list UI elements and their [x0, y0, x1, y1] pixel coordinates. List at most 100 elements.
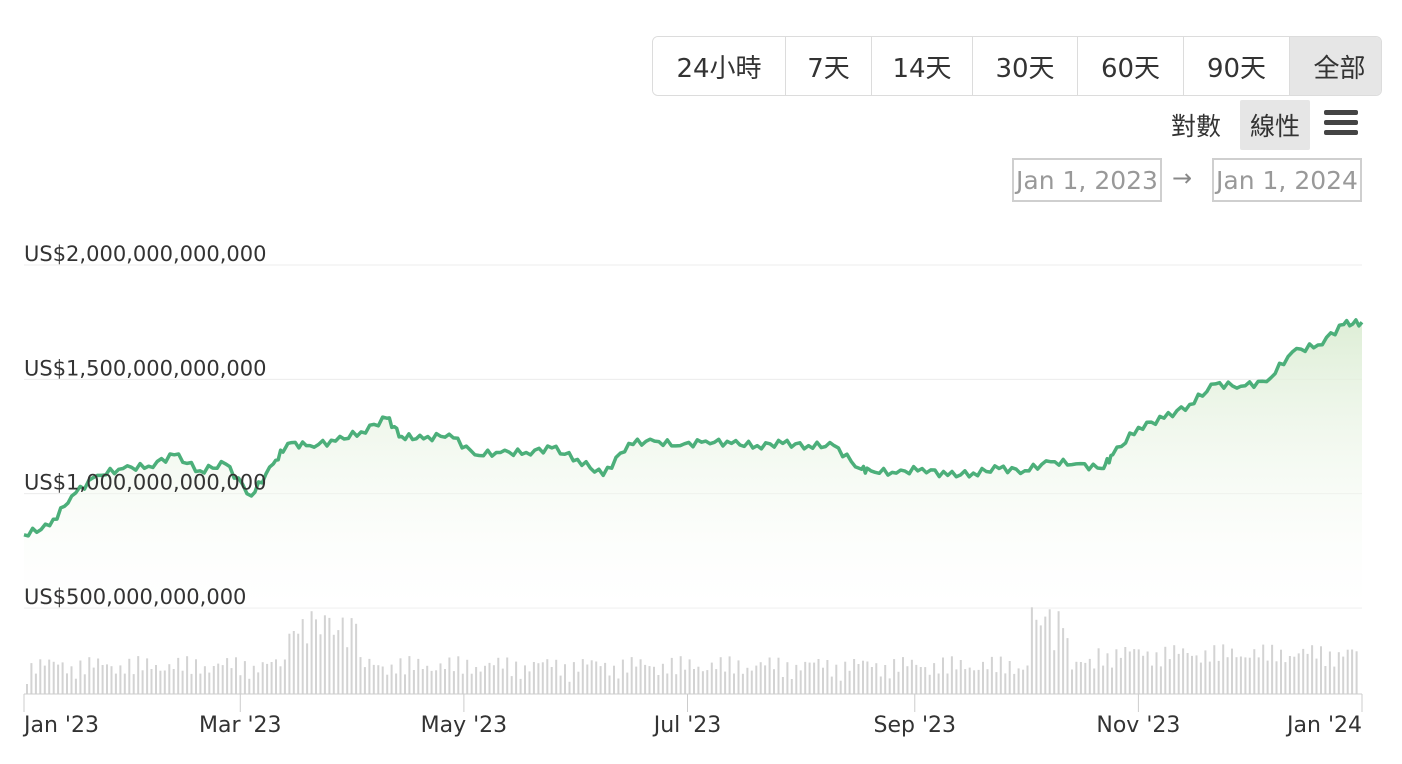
linear-scale-button[interactable]: 線性	[1240, 100, 1310, 150]
volume-bar	[755, 665, 758, 694]
volume-bar	[1057, 611, 1060, 694]
volume-bar	[257, 672, 260, 694]
volume-bar	[1355, 651, 1358, 694]
volume-bar	[368, 658, 371, 694]
volume-bar	[1311, 645, 1314, 694]
volume-bar	[937, 673, 940, 694]
volume-bar	[924, 667, 927, 694]
volume-bar	[915, 664, 918, 694]
volume-bar	[39, 659, 42, 694]
volume-bar	[235, 657, 237, 694]
volume-bar	[657, 675, 660, 694]
volume-bar	[950, 656, 953, 694]
volume-bar	[888, 678, 891, 694]
volume-bar	[1075, 661, 1078, 694]
volume-bar	[430, 670, 433, 694]
volume-bar	[61, 662, 64, 694]
volume-bar	[404, 674, 406, 694]
log-scale-button[interactable]: 對數	[1170, 112, 1221, 141]
volume-bar	[902, 657, 904, 694]
volume-bar	[435, 670, 438, 694]
volume-bar	[1253, 649, 1256, 694]
volume-bar	[97, 658, 100, 694]
volume-bar	[537, 663, 540, 694]
date-to-input[interactable]: Jan 1, 2024	[1212, 158, 1362, 202]
volume-bar	[1048, 609, 1051, 694]
volume-bar	[986, 669, 989, 694]
volume-bar	[492, 665, 495, 694]
volume-bar	[275, 659, 277, 694]
x-axis-label: Jul '23	[652, 713, 722, 738]
volume-bar	[613, 665, 615, 694]
volume-bar	[439, 663, 442, 694]
volume-bar	[724, 671, 727, 694]
volume-bar	[230, 668, 233, 694]
volume-bar	[355, 623, 358, 694]
volume-bar	[586, 664, 589, 694]
volume-bar	[644, 664, 647, 694]
y-axis-label: US$1,000,000,000,000	[24, 471, 266, 495]
volume-bar	[577, 671, 580, 694]
volume-bar	[190, 673, 193, 694]
volume-bar	[48, 659, 51, 694]
date-from-input[interactable]: Jan 1, 2023	[1012, 158, 1162, 202]
volume-bar	[301, 619, 304, 694]
volume-bar	[733, 673, 735, 694]
volume-bar	[83, 674, 86, 694]
x-axis-label: Jan '24	[1285, 713, 1362, 738]
volume-bar	[1044, 616, 1047, 694]
volume-bar	[1231, 648, 1233, 694]
volume-bar	[337, 630, 340, 694]
volume-bar	[26, 684, 28, 694]
hamburger-menu-icon[interactable]	[1322, 108, 1362, 138]
range-button-3[interactable]: 30天	[973, 37, 1078, 95]
volume-bar	[1315, 658, 1318, 694]
volume-bar	[1053, 650, 1056, 694]
volume-bar	[1293, 656, 1296, 694]
volume-bar	[1186, 653, 1189, 694]
volume-bar	[595, 661, 598, 694]
range-button-0[interactable]: 24小時	[653, 37, 786, 95]
volume-bar	[141, 670, 144, 694]
volume-bar	[893, 659, 896, 694]
volume-bar	[57, 664, 60, 694]
volume-bar	[777, 657, 780, 694]
volume-bar	[568, 681, 571, 694]
volume-bar	[1013, 673, 1016, 694]
volume-bar	[488, 662, 491, 694]
volume-bar	[1137, 649, 1140, 694]
volume-bar	[639, 659, 642, 694]
range-button-2[interactable]: 14天	[872, 37, 973, 95]
volume-bar	[1182, 648, 1185, 694]
volume-bar	[817, 659, 820, 694]
volume-bar	[977, 669, 980, 694]
volume-bar	[826, 660, 829, 694]
volume-bar	[128, 658, 131, 694]
volume-bar	[999, 656, 1002, 694]
volume-bar	[706, 670, 709, 694]
volume-bar	[66, 673, 68, 694]
volume-bar	[808, 662, 811, 694]
volume-bar	[1177, 653, 1180, 694]
volume-bar	[1248, 657, 1251, 694]
volume-bar	[146, 658, 149, 694]
range-button-1[interactable]: 7天	[786, 37, 872, 95]
volume-bar	[279, 666, 282, 694]
volume-bar	[168, 664, 171, 694]
volume-bar	[114, 673, 117, 694]
volume-bar	[252, 665, 255, 694]
volume-bar	[1288, 656, 1291, 694]
volume-bar	[955, 669, 958, 694]
volume-bar	[412, 670, 415, 694]
volume-bar	[1071, 669, 1073, 694]
volume-bar	[906, 666, 909, 694]
range-button-6[interactable]: 全部	[1290, 37, 1381, 95]
volume-bar	[386, 674, 389, 694]
range-button-4[interactable]: 60天	[1078, 37, 1184, 95]
volume-bar	[679, 656, 682, 694]
volume-bar	[328, 617, 331, 694]
volume-bar	[781, 677, 784, 694]
volume-bar	[110, 666, 113, 694]
range-button-5[interactable]: 90天	[1184, 37, 1290, 95]
